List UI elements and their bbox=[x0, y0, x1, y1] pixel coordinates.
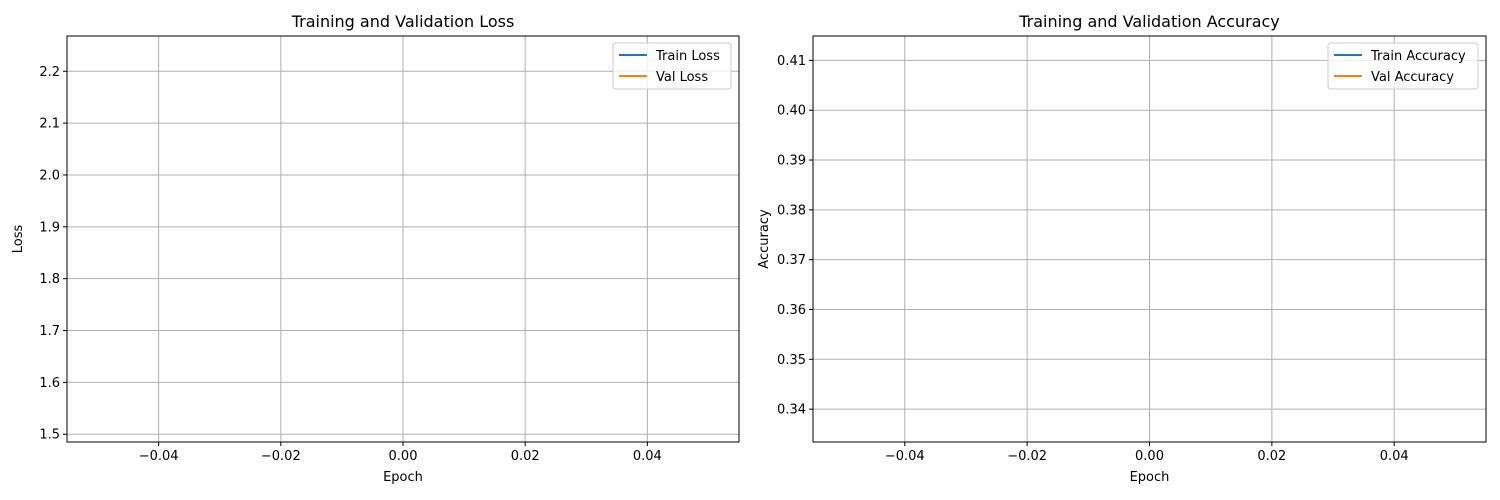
accuracy-y-axis-label: Accuracy bbox=[757, 209, 772, 269]
loss-y-tick-label: 1.7 bbox=[39, 324, 60, 339]
accuracy-x-axis-label: Epoch bbox=[1130, 470, 1170, 485]
loss-legend-label: Val Loss bbox=[656, 70, 708, 85]
accuracy-plot-frame bbox=[812, 35, 1487, 443]
loss-x-tick-label: 0.04 bbox=[633, 449, 662, 464]
accuracy-y-tick-label: 0.34 bbox=[777, 403, 806, 418]
loss-y-tick-label: 2.2 bbox=[39, 65, 60, 80]
loss-x-tick-label: −0.02 bbox=[261, 449, 301, 464]
loss-y-tick-label: 1.6 bbox=[39, 376, 60, 391]
loss-chart: Training and Validation Loss −0.04 −0.02 0.… bbox=[11, 12, 740, 485]
loss-y-tick-label: 2.0 bbox=[39, 168, 60, 183]
loss-y-tick-label: 2.1 bbox=[39, 117, 60, 132]
loss-chart-title: Training and Validation Loss bbox=[291, 12, 515, 31]
accuracy-x-tick-label: −0.04 bbox=[885, 449, 925, 464]
accuracy-x-tick-label: −0.02 bbox=[1007, 449, 1047, 464]
accuracy-y-tick-label: 0.37 bbox=[777, 253, 806, 268]
loss-legend: Train Loss Val Loss bbox=[612, 42, 732, 90]
loss-y-axis-label: Loss bbox=[11, 225, 26, 254]
accuracy-legend: Train Accuracy Val Accuracy bbox=[1327, 42, 1479, 90]
loss-y-tick-label: 1.8 bbox=[39, 272, 60, 287]
accuracy-y-tick-label: 0.35 bbox=[777, 353, 806, 368]
loss-x-tick-label: −0.04 bbox=[139, 449, 179, 464]
accuracy-y-tick-label: 0.39 bbox=[777, 154, 806, 169]
loss-x-tick-label: 0.00 bbox=[389, 449, 418, 464]
accuracy-x-tick-label: 0.04 bbox=[1380, 449, 1409, 464]
accuracy-x-tick-label: 0.02 bbox=[1257, 449, 1286, 464]
loss-plot-frame bbox=[66, 35, 740, 443]
accuracy-legend-label: Train Accuracy bbox=[1370, 49, 1466, 64]
accuracy-y-tick-label: 0.36 bbox=[777, 303, 806, 318]
loss-x-axis-label: Epoch bbox=[383, 470, 423, 485]
loss-x-tick-label: 0.02 bbox=[511, 449, 540, 464]
accuracy-chart: Training and Validation Accuracy −0.04 −0.… bbox=[757, 12, 1487, 485]
accuracy-legend-label: Val Accuracy bbox=[1371, 70, 1454, 85]
accuracy-legend-box bbox=[1327, 42, 1479, 90]
accuracy-y-tick-label: 0.38 bbox=[777, 203, 806, 218]
accuracy-y-tick-label: 0.41 bbox=[777, 54, 806, 69]
accuracy-chart-title: Training and Validation Accuracy bbox=[1018, 12, 1280, 31]
accuracy-x-tick-label: 0.00 bbox=[1135, 449, 1164, 464]
loss-y-tick-label: 1.9 bbox=[39, 220, 60, 235]
accuracy-y-tick-label: 0.40 bbox=[777, 104, 806, 119]
loss-legend-label: Train Loss bbox=[655, 49, 720, 64]
loss-y-tick-label: 1.5 bbox=[39, 428, 60, 443]
